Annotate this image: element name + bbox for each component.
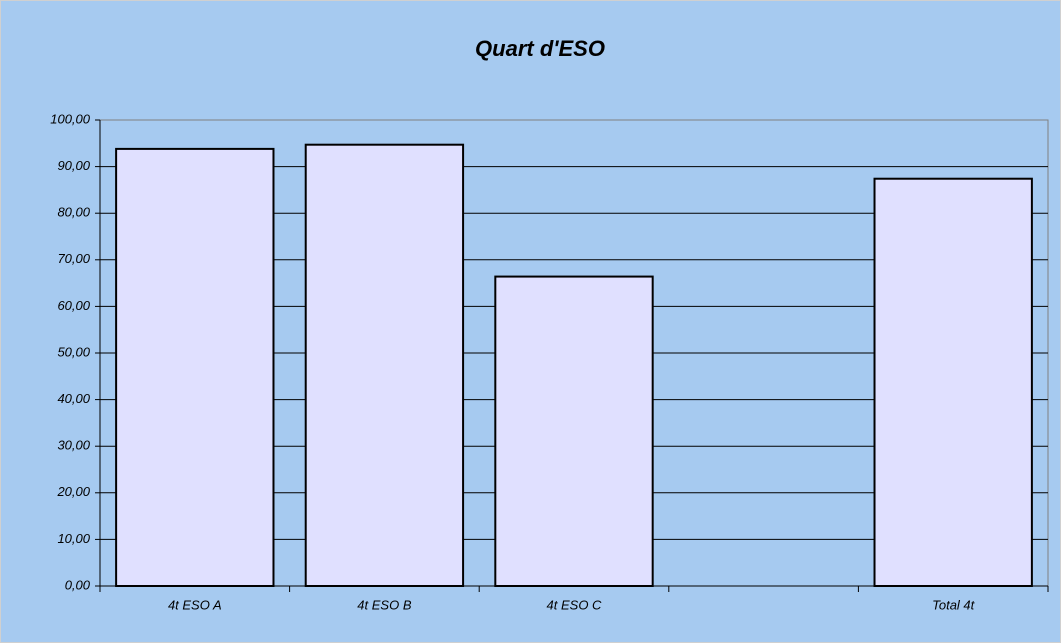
bar	[304, 143, 465, 587]
x-tick-label: 4t ESO A	[168, 597, 222, 612]
bar	[115, 147, 275, 587]
y-tick-label: 80,00	[57, 205, 90, 220]
bar	[873, 177, 1033, 587]
y-tick-label: 90,00	[57, 158, 90, 173]
x-tick-label: 4t ESO C	[547, 597, 603, 612]
bar	[494, 275, 654, 587]
y-tick-label: 100,00	[50, 111, 91, 126]
y-tick-label: 50,00	[57, 344, 90, 359]
y-tick-label: 40,00	[57, 391, 90, 406]
y-tick-label: 0,00	[65, 577, 91, 592]
y-tick-label: 60,00	[57, 298, 90, 313]
x-tick-label: 4t ESO B	[357, 597, 412, 612]
y-tick-label: 10,00	[57, 531, 90, 546]
x-tick-label: Total 4t	[932, 597, 976, 612]
y-tick-label: 70,00	[57, 251, 90, 266]
y-tick-label: 20,00	[56, 484, 90, 499]
y-tick-label: 30,00	[57, 438, 90, 453]
chart-title: Quart d'ESO	[475, 36, 605, 61]
